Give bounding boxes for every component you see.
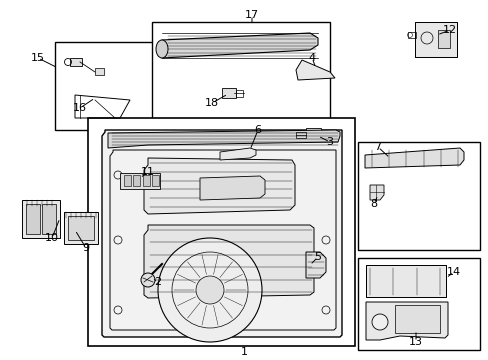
Text: 11: 11	[141, 167, 155, 177]
Polygon shape	[108, 130, 339, 148]
Bar	[95, 68, 104, 75]
Circle shape	[371, 314, 387, 330]
Bar	[142, 175, 149, 186]
Bar	[42, 204, 56, 234]
Circle shape	[141, 273, 155, 287]
Bar	[55, 42, 158, 130]
Polygon shape	[200, 176, 264, 200]
Polygon shape	[143, 225, 313, 298]
Polygon shape	[305, 252, 325, 278]
Text: 1: 1	[240, 347, 247, 357]
Bar	[133, 175, 140, 186]
Text: 5: 5	[314, 252, 321, 262]
Text: 7: 7	[374, 142, 381, 152]
Bar	[357, 258, 479, 350]
Polygon shape	[220, 148, 256, 160]
Bar	[222, 88, 236, 98]
Circle shape	[196, 276, 224, 304]
Text: 10: 10	[45, 233, 59, 243]
Bar	[70, 58, 82, 66]
Bar	[414, 22, 456, 57]
Bar	[22, 200, 60, 238]
Bar	[365, 265, 445, 297]
Bar	[394, 305, 439, 333]
Bar	[357, 142, 479, 250]
Bar	[305, 128, 320, 138]
Text: 13: 13	[408, 337, 422, 347]
Text: 6: 6	[254, 125, 261, 135]
Polygon shape	[369, 185, 383, 200]
Polygon shape	[365, 302, 447, 340]
Polygon shape	[295, 60, 334, 80]
Bar	[437, 30, 449, 48]
Polygon shape	[102, 130, 341, 337]
Bar	[88, 118, 354, 346]
Text: 9: 9	[82, 243, 89, 253]
Polygon shape	[162, 33, 317, 58]
Text: 4: 4	[308, 53, 315, 63]
Text: 16: 16	[73, 103, 87, 113]
Text: 14: 14	[446, 267, 460, 277]
Text: 15: 15	[31, 53, 45, 63]
Bar	[236, 90, 243, 97]
Bar	[407, 32, 415, 38]
Bar	[414, 22, 456, 57]
Bar	[68, 216, 94, 240]
Bar	[26, 204, 40, 234]
Polygon shape	[143, 158, 294, 214]
Text: 17: 17	[244, 10, 259, 20]
Bar	[152, 175, 159, 186]
Text: 8: 8	[370, 199, 377, 209]
Bar	[64, 212, 98, 244]
Bar	[295, 132, 305, 138]
Text: 18: 18	[204, 98, 219, 108]
Polygon shape	[364, 148, 463, 168]
Ellipse shape	[156, 40, 168, 58]
Text: 2: 2	[154, 277, 161, 287]
Text: 3: 3	[326, 137, 333, 147]
Bar	[124, 175, 131, 186]
Bar	[120, 173, 160, 189]
Bar	[365, 265, 445, 297]
Circle shape	[158, 238, 262, 342]
Bar	[152, 22, 329, 122]
Text: 12: 12	[442, 25, 456, 35]
